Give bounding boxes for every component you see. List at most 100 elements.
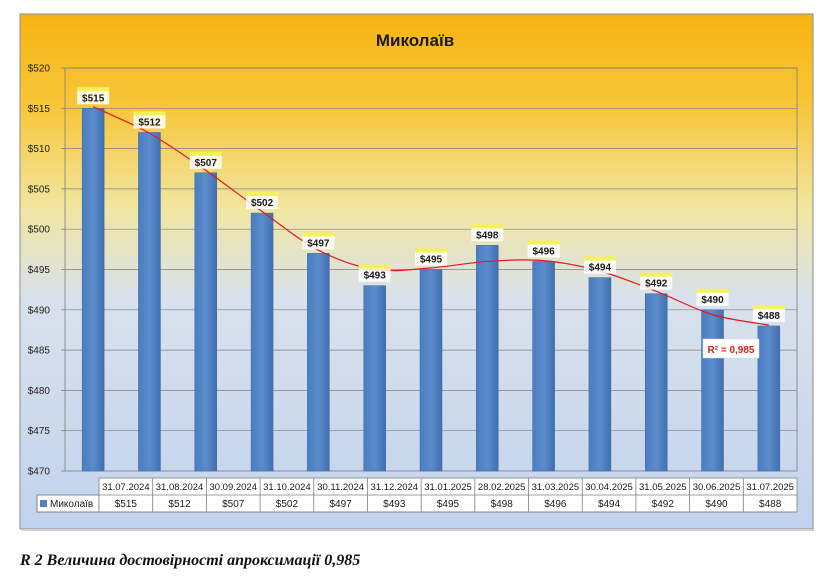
bar	[588, 277, 612, 472]
y-tick-label: $470	[28, 467, 51, 478]
data-label: $492	[645, 279, 668, 290]
table-category: 31.07.2025	[746, 482, 794, 493]
data-label: $494	[589, 263, 612, 274]
table-value: $498	[491, 499, 514, 510]
table-value: $494	[598, 499, 621, 510]
data-label: $497	[307, 238, 330, 249]
y-tick-label: $505	[28, 184, 51, 195]
table-value: $502	[276, 499, 299, 510]
table-category: 28.02.2025	[478, 482, 526, 493]
table-category: 31.12.2024	[371, 482, 419, 493]
data-label: $502	[251, 198, 274, 209]
table-value: $507	[222, 499, 245, 510]
data-label: $488	[758, 311, 781, 322]
table-value: $493	[383, 499, 406, 510]
bar	[138, 132, 161, 472]
table-value: $496	[544, 499, 567, 510]
data-label-box	[752, 307, 785, 322]
data-label-box	[527, 243, 560, 258]
data-label-tab	[415, 248, 447, 253]
bar	[757, 325, 781, 472]
data-label-box	[415, 251, 447, 266]
y-axis: $470 $475 $480 $485 $490 $495 $500 $505 $510 $515…	[28, 64, 65, 478]
y-tick-label: $480	[28, 386, 51, 397]
data-label: $490	[701, 295, 724, 306]
bar	[419, 269, 443, 472]
bar	[81, 108, 105, 472]
table-value: $495	[437, 499, 460, 510]
data-label-tab	[302, 232, 335, 237]
y-tick-label: $520	[28, 64, 51, 75]
table-category: 30.09.2024	[209, 482, 257, 493]
data-label-tab	[77, 87, 110, 92]
chart: Миколаїв $470 $475 $480 $485 $490 $495 $500 $50…	[19, 13, 814, 531]
data-label-box	[583, 259, 616, 274]
data-label-tab	[640, 272, 673, 277]
bar	[250, 212, 274, 472]
bar	[363, 285, 386, 472]
y-tick-label: $510	[28, 144, 51, 155]
data-label-box	[189, 154, 222, 169]
data-label-tab	[358, 264, 391, 269]
data-label-box	[302, 235, 335, 250]
y-tick-label: $485	[28, 346, 51, 357]
r2-text: R² = 0,985	[708, 345, 755, 356]
data-label-tab	[752, 304, 785, 309]
data-label-box	[358, 267, 391, 282]
data-label-tab	[246, 192, 279, 197]
data-label-box	[77, 90, 110, 105]
bar	[476, 245, 499, 472]
data-label-box	[696, 291, 729, 306]
legend-label: Миколаїв	[50, 499, 93, 510]
y-tick-label: $495	[28, 265, 51, 276]
r2-label: R² = 0,985	[702, 338, 760, 359]
table-value: $492	[652, 499, 675, 510]
table-category: 31.08.2024	[156, 482, 204, 493]
data-label: $498	[476, 230, 499, 241]
legend-swatch	[40, 500, 47, 507]
data-label: $495	[420, 255, 443, 266]
table-category: 31.01.2025	[424, 482, 472, 493]
y-tick-label: $490	[28, 305, 51, 316]
bar	[307, 253, 330, 472]
table-category: 31.07.2024	[102, 482, 150, 493]
table-value: $488	[759, 499, 782, 510]
data-label-tab	[696, 288, 729, 293]
data-label: $496	[532, 246, 555, 257]
table-value: $512	[168, 499, 191, 510]
chart-title: Миколаїв	[376, 31, 454, 50]
y-tick-label: $475	[28, 426, 51, 437]
table-value: $497	[329, 499, 352, 510]
bar	[701, 309, 724, 472]
table-category: 31.10.2024	[263, 482, 311, 493]
data-label: $515	[82, 93, 105, 104]
data-label-tab	[527, 240, 560, 245]
data-label-box	[133, 114, 166, 129]
y-tick-label: $500	[28, 225, 51, 236]
data-label-tab	[189, 151, 222, 156]
table-category: 30.06.2025	[693, 482, 741, 493]
data-label: $512	[138, 117, 161, 128]
data-label-tab	[133, 111, 166, 116]
data-label-tab	[471, 224, 504, 229]
table-category: 30.11.2024	[317, 482, 364, 493]
data-label-box	[246, 195, 279, 210]
figure-caption: R 2 Величина достовірності апроксимації …	[20, 552, 361, 569]
table-category: 31.05.2025	[639, 482, 687, 493]
data-label: $507	[195, 158, 218, 169]
table-category: 31.03.2025	[532, 482, 580, 493]
table-category: 30.04.2025	[585, 482, 633, 493]
chart-border-shadow	[21, 529, 814, 531]
bar	[644, 293, 668, 472]
data-label-box	[471, 227, 504, 242]
data-labels: $515 $512 $507 $502 $497 $493 $495 $498 $496 $494…	[77, 87, 785, 322]
data-label-box	[640, 275, 673, 290]
data-label-tab	[583, 256, 616, 261]
data-table: Миколаїв 31.07.2024 $515 31.08.2024 $512 30.0…	[36, 477, 798, 513]
table-value: $515	[115, 499, 138, 510]
trendline	[92, 106, 769, 326]
bar	[194, 172, 218, 472]
table-value: $490	[705, 499, 728, 510]
y-tick-label: $515	[28, 104, 51, 115]
bar	[532, 261, 555, 472]
